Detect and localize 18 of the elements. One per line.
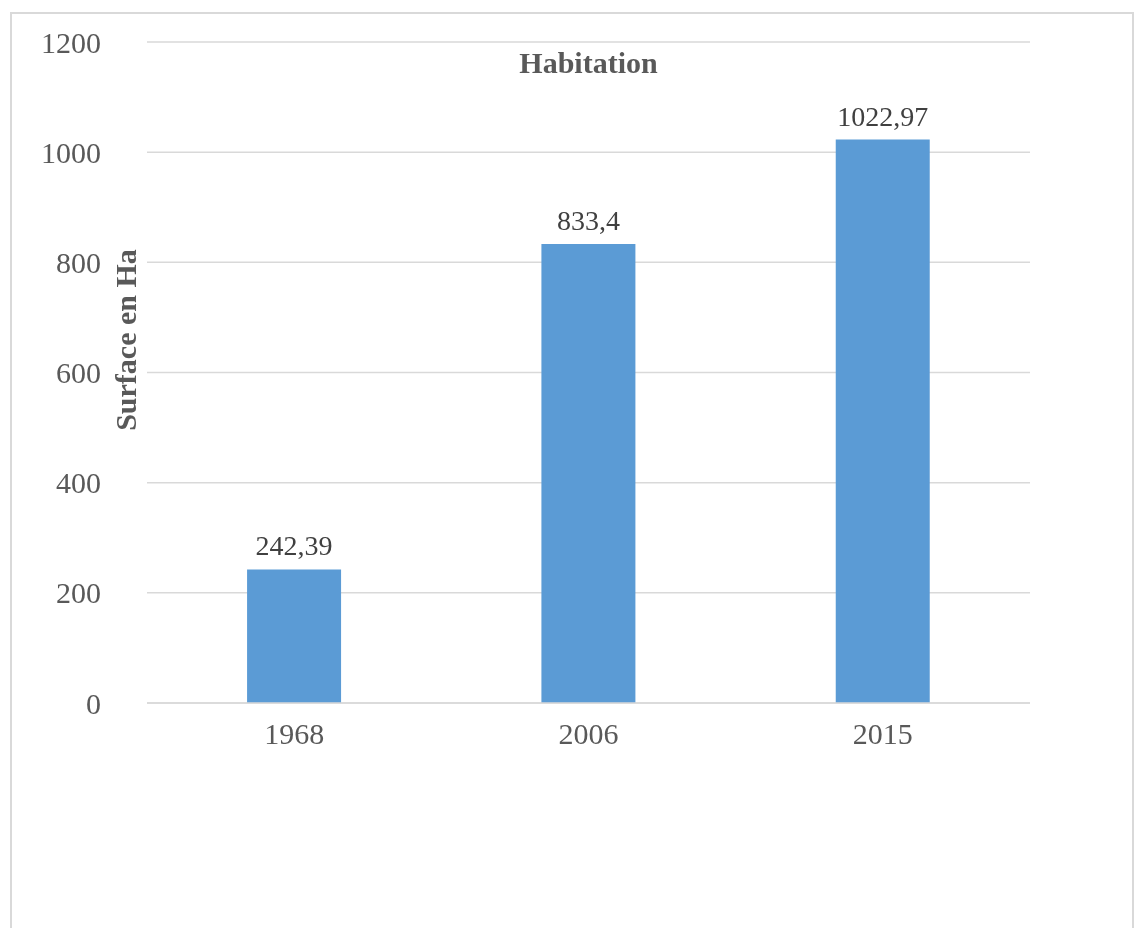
data-label: 242,39 — [255, 530, 333, 562]
x-tick-label: 2006 — [558, 717, 619, 751]
y-tick-label: 200 — [56, 576, 101, 610]
y-axis-title: Surface en Ha — [109, 249, 143, 431]
y-tick-label: 0 — [86, 686, 101, 720]
y-tick-label: 1000 — [41, 135, 101, 169]
bar — [541, 243, 636, 703]
data-label: 833,4 — [556, 204, 620, 236]
x-tick-label: 2015 — [852, 717, 913, 751]
y-tick-label: 1200 — [41, 25, 101, 59]
y-tick-label: 600 — [56, 356, 101, 390]
y-tick-label: 400 — [56, 466, 101, 500]
bar — [835, 139, 930, 703]
y-tick-label: 800 — [56, 245, 101, 279]
data-label: 1022,97 — [837, 100, 929, 132]
x-tick-label: 1968 — [264, 717, 325, 751]
bar — [247, 569, 342, 703]
chart-title: Habitation — [518, 46, 659, 80]
